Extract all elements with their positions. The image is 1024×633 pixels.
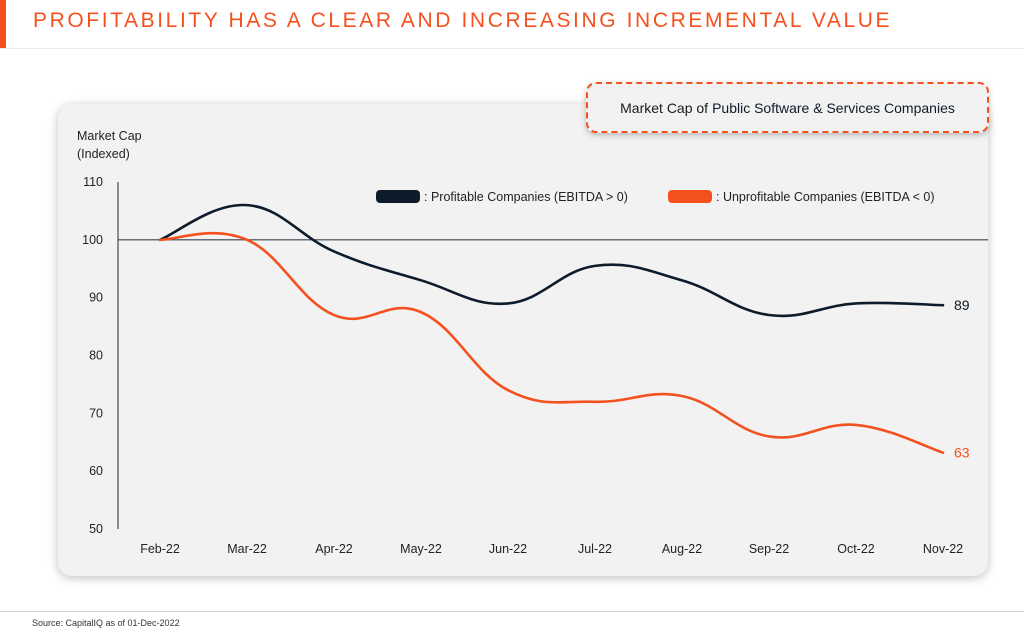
page-title: PROFITABILITY HAS A CLEAR AND INCREASING… (33, 9, 893, 32)
x-tick-label: Mar-22 (227, 542, 267, 556)
y-tick-label: 90 (89, 291, 103, 305)
x-tick-label: Nov-22 (923, 542, 963, 556)
y-tick-label: 50 (89, 522, 103, 536)
header-divider (0, 48, 1024, 49)
series-line-profitable (158, 203, 945, 318)
y-axis-label: (Indexed) (77, 147, 130, 161)
y-tick-label: 100 (82, 233, 103, 247)
x-tick-label: Oct-22 (837, 542, 875, 556)
x-tick-label: Jun-22 (489, 542, 527, 556)
x-tick-label: May-22 (400, 542, 442, 556)
x-tick-label: Sep-22 (749, 542, 789, 556)
source-note: Source: CapitalIQ as of 01-Dec-2022 (32, 618, 180, 628)
end-value-label: 63 (954, 445, 970, 461)
chart-callout: Market Cap of Public Software & Services… (586, 82, 989, 133)
legend-label: : Profitable Companies (EBITDA > 0) (424, 190, 628, 204)
y-tick-label: 80 (89, 349, 103, 363)
chart-card (58, 104, 988, 576)
series-line-unprofitable (158, 231, 945, 454)
y-tick-label: 70 (89, 406, 103, 420)
y-axis-label: Market Cap (77, 129, 142, 143)
y-tick-label: 60 (89, 464, 103, 478)
callout-prefix: Market Cap of (620, 99, 709, 116)
x-tick-label: Feb-22 (140, 542, 180, 556)
y-tick-label: 110 (83, 175, 103, 189)
end-value-label: 89 (954, 297, 970, 313)
footer-divider (0, 611, 1024, 612)
x-tick-label: Aug-22 (662, 542, 702, 556)
legend-label: : Unprofitable Companies (EBITDA < 0) (716, 190, 935, 204)
x-tick-label: Jul-22 (578, 542, 612, 556)
legend-swatch (376, 190, 420, 203)
callout-emphasis: Public Software & Services Companies (712, 99, 955, 116)
legend-swatch (668, 190, 712, 203)
x-tick-label: Apr-22 (315, 542, 353, 556)
title-accent-bar (0, 0, 6, 48)
